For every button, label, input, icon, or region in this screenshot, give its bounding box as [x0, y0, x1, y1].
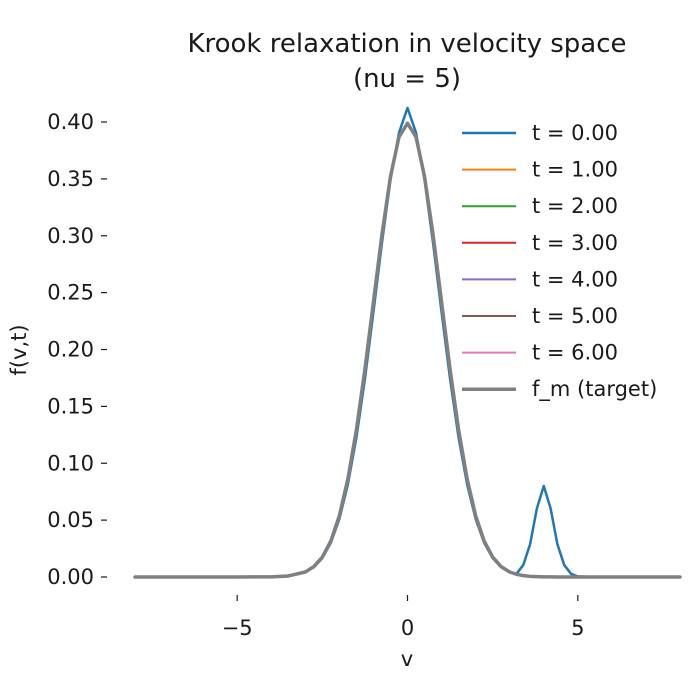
chart-subtitle: (nu = 5) — [353, 64, 461, 94]
y-tick-label: 0.05 — [47, 508, 94, 532]
legend-label: t = 1.00 — [532, 158, 618, 182]
y-tick-label: 0.15 — [47, 394, 94, 418]
y-axis: 0.00 0.05 0.10 0.15 0.20 0.25 0.30 0.35 0.40 — [47, 110, 107, 589]
legend-label: t = 2.00 — [532, 194, 618, 218]
y-tick-label: 0.00 — [47, 565, 94, 589]
legend-label: t = 5.00 — [532, 304, 618, 328]
y-tick-label: 0.20 — [47, 338, 94, 362]
y-tick-label: 0.25 — [47, 281, 94, 305]
y-tick-label: 0.10 — [47, 451, 94, 475]
legend-label: t = 0.00 — [532, 121, 618, 145]
x-tick-label: 5 — [571, 616, 584, 640]
legend-label: t = 4.00 — [532, 267, 618, 291]
y-axis-label: f(v,t) — [7, 324, 31, 375]
plot-area — [133, 106, 682, 579]
legend-label: f_m (target) — [532, 377, 657, 402]
y-tick-label: 0.30 — [47, 224, 94, 248]
y-tick-label: 0.35 — [47, 167, 94, 191]
series-line-7 — [133, 121, 682, 579]
legend: t = 0.00 t = 1.00 t = 2.00 t = 3.00 t = 4.00… — [462, 121, 657, 402]
x-axis-label: v — [401, 647, 413, 671]
y-tick-label: 0.40 — [47, 110, 94, 134]
x-axis: −5 0 5 — [222, 595, 585, 640]
chart-title: Krook relaxation in velocity space — [187, 29, 626, 59]
legend-label: t = 3.00 — [532, 231, 618, 255]
x-tick-label: 0 — [401, 616, 414, 640]
x-tick-label: −5 — [222, 616, 253, 640]
legend-label: t = 6.00 — [532, 341, 618, 365]
